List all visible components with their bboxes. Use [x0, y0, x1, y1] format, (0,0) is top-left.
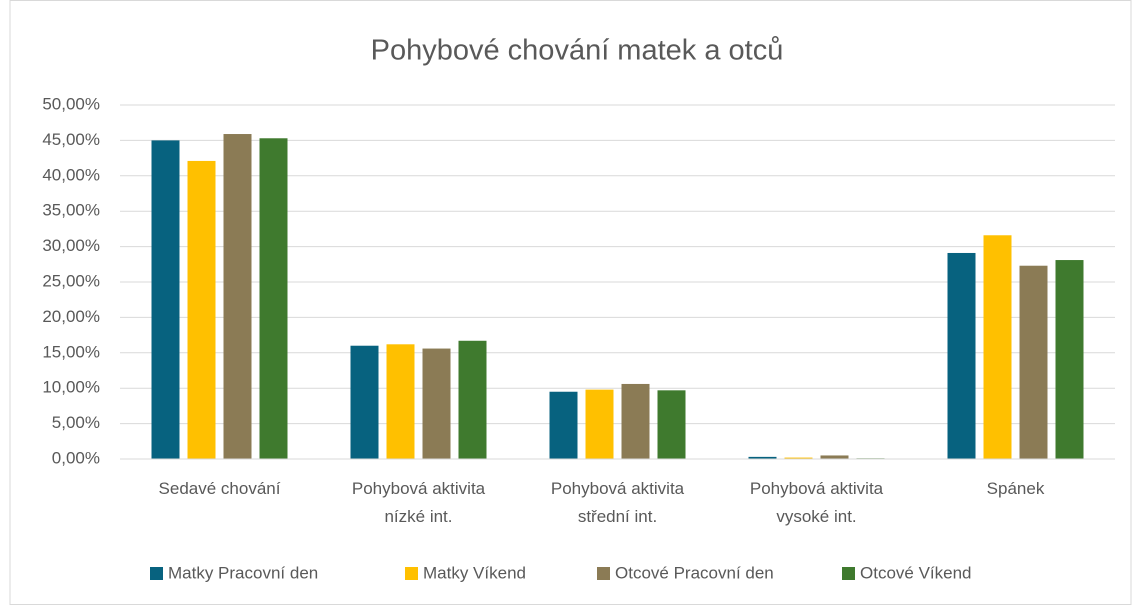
bar: [259, 138, 288, 459]
x-tick-label: Pohybová aktivita střední int.: [551, 479, 685, 526]
x-tick-label: Pohybová aktivita nízké int.: [352, 479, 486, 526]
bar: [458, 340, 487, 459]
y-tick-label: 40,00%: [42, 165, 100, 184]
y-tick-label: 15,00%: [42, 342, 100, 361]
bar: [223, 134, 252, 459]
y-tick-label: 50,00%: [42, 94, 100, 113]
chart-title: Pohybové chování matek a otců: [371, 35, 784, 67]
x-tick-label: Pohybová aktivita vysoké int.: [750, 479, 884, 526]
bar: [1019, 265, 1048, 459]
legend-swatch: [597, 567, 610, 580]
y-tick-label: 45,00%: [42, 130, 100, 149]
legend-label: Otcové Víkend: [860, 563, 972, 582]
legend-label: Matky Pracovní den: [168, 563, 318, 582]
legend-swatch: [842, 567, 855, 580]
bar: [748, 456, 777, 459]
legend-swatch: [405, 567, 418, 580]
y-tick-label: 0,00%: [52, 448, 100, 467]
y-tick-label: 35,00%: [42, 201, 100, 220]
legend-swatch: [150, 567, 163, 580]
bar: [947, 252, 976, 459]
y-tick-label: 30,00%: [42, 236, 100, 255]
legend-label: Otcové Pracovní den: [615, 563, 774, 582]
bar: [585, 389, 614, 459]
bar: [1055, 260, 1084, 459]
bar: [422, 348, 451, 459]
y-tick-label: 20,00%: [42, 307, 100, 326]
y-tick-label: 5,00%: [52, 413, 100, 432]
bar: [621, 383, 650, 459]
bar: [657, 390, 686, 459]
bar: [350, 345, 379, 459]
bar: [151, 140, 180, 459]
y-tick-label: 25,00%: [42, 271, 100, 290]
bar: [784, 457, 813, 459]
bar: [187, 160, 216, 459]
bar: [549, 391, 578, 459]
x-tick-label: Spánek: [987, 479, 1045, 498]
y-tick-label: 10,00%: [42, 378, 100, 397]
x-tick-label: Sedavé chování: [159, 479, 281, 498]
bar: [386, 344, 415, 459]
bar: [983, 235, 1012, 459]
legend-label: Matky Víkend: [423, 563, 526, 582]
bar: [820, 455, 849, 459]
